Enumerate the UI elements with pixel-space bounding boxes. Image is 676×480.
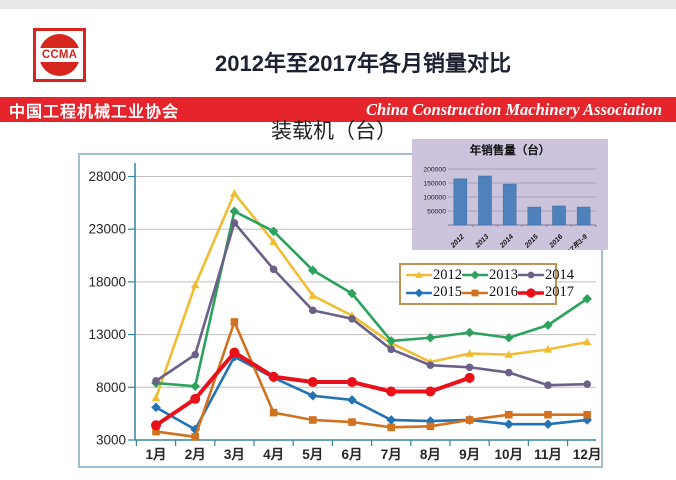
svg-text:2013: 2013 xyxy=(474,233,491,250)
svg-text:9月: 9月 xyxy=(459,447,480,462)
svg-text:6月: 6月 xyxy=(341,447,362,462)
legend-label: 2013 xyxy=(489,266,518,283)
svg-text:12月: 12月 xyxy=(573,447,601,462)
legend-item-2017: 2017 xyxy=(518,284,574,301)
svg-text:2014: 2014 xyxy=(498,233,515,250)
svg-text:5月: 5月 xyxy=(302,447,323,462)
legend-marker-circle-icon xyxy=(518,271,544,279)
page-title: 2012年至2017年各月销量对比 xyxy=(215,51,511,76)
inset-title: 年销售量（台） xyxy=(469,145,551,157)
svg-text:10月: 10月 xyxy=(495,447,524,462)
legend-row: 2015 2016 2017 xyxy=(406,284,574,301)
legend: 2012 2013 2014 2015 2016 2017 xyxy=(399,263,574,305)
svg-text:23000: 23000 xyxy=(88,222,126,237)
logo-band: CCMA xyxy=(36,48,83,62)
annual-bar-chart: 50000 100000 150000 200000 2012 2013 2014 2015 2… xyxy=(423,167,597,250)
svg-text:8000: 8000 xyxy=(96,380,126,395)
legend-item-2015: 2015 xyxy=(406,284,462,301)
svg-text:2月: 2月 xyxy=(185,447,206,462)
chart-title: 装载机（台） xyxy=(271,120,397,143)
svg-text:200000: 200000 xyxy=(423,167,446,174)
legend-item-2012: 2012 xyxy=(406,267,462,284)
svg-text:8月: 8月 xyxy=(420,447,441,462)
svg-text:3000: 3000 xyxy=(96,433,126,448)
legend-label: 2016 xyxy=(489,284,518,301)
ccma-logo: CCMA xyxy=(33,28,86,82)
legend-marker-circle-icon xyxy=(518,288,544,298)
logo-text: CCMA xyxy=(41,49,78,61)
svg-text:13000: 13000 xyxy=(88,327,126,342)
svg-text:28000: 28000 xyxy=(88,169,126,184)
legend-label: 2012 xyxy=(433,266,462,283)
svg-text:50000: 50000 xyxy=(427,209,446,216)
legend-marker-diamond-icon xyxy=(406,288,432,298)
legend-item-2014: 2014 xyxy=(518,267,574,284)
annual-sales-inset: 年销售量（台） 50000 100000 150000 200000 2012 2013 2… xyxy=(412,139,608,250)
legend-marker-square-icon xyxy=(462,289,488,297)
legend-label: 2017 xyxy=(545,284,574,301)
svg-text:2016: 2016 xyxy=(548,233,565,250)
top-strip xyxy=(0,0,676,9)
legend-label: 2015 xyxy=(433,284,462,301)
banner-chinese-name: 中国工程机械工业协会 xyxy=(9,103,180,121)
svg-text:2015: 2015 xyxy=(523,233,540,250)
svg-text:7月: 7月 xyxy=(381,447,402,462)
svg-text:3月: 3月 xyxy=(224,447,245,462)
svg-text:2017年1-9: 2017年1-9 xyxy=(559,232,589,250)
svg-text:18000: 18000 xyxy=(88,274,126,289)
legend-item-2013: 2013 xyxy=(462,267,518,284)
svg-text:1月: 1月 xyxy=(145,447,166,462)
legend-marker-diamond-icon xyxy=(462,270,488,280)
association-banner: 中国工程机械工业协会 China Construction Machinery … xyxy=(0,97,676,122)
svg-text:100000: 100000 xyxy=(423,195,446,202)
banner-english-name: China Construction Machinery Association xyxy=(365,99,662,119)
svg-text:11月: 11月 xyxy=(534,447,562,462)
legend-item-2016: 2016 xyxy=(462,284,518,301)
legend-row: 2012 2013 2014 xyxy=(406,267,574,284)
svg-text:150000: 150000 xyxy=(423,181,446,188)
svg-text:2012: 2012 xyxy=(449,233,466,250)
svg-text:4月: 4月 xyxy=(263,447,284,462)
legend-marker-triangle-icon xyxy=(406,271,432,279)
legend-label: 2014 xyxy=(545,266,574,283)
